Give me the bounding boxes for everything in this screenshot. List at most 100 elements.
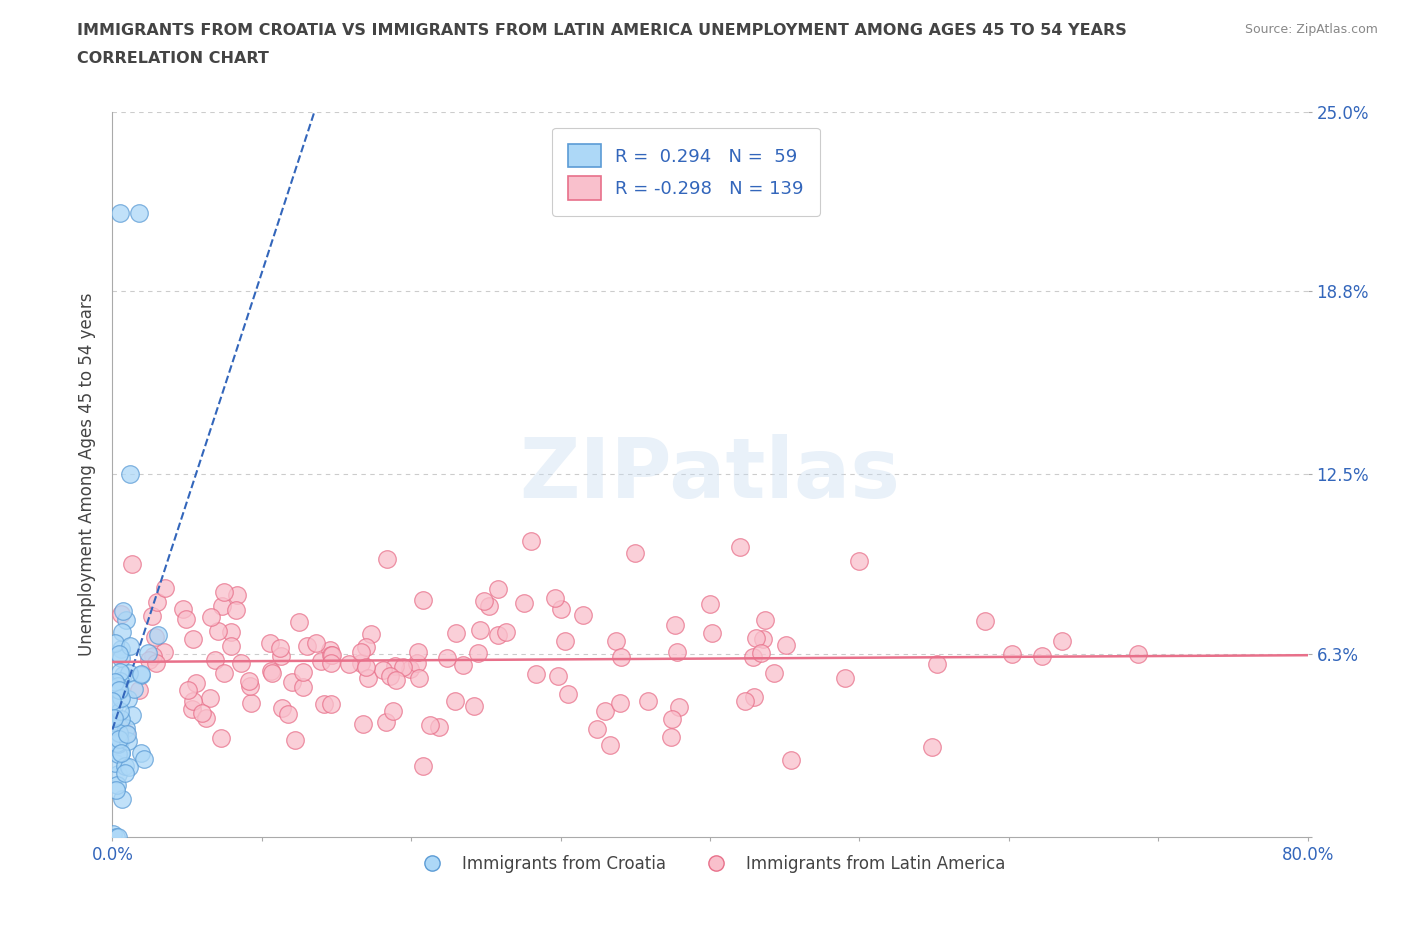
Point — [495, 625, 517, 640]
Point — [752, 631, 775, 646]
Point — [110, 607, 132, 622]
Point — [260, 666, 283, 681]
Point — [117, 691, 139, 706]
Point — [572, 608, 595, 623]
Point — [742, 649, 765, 664]
Point — [1031, 648, 1053, 663]
Point — [270, 649, 292, 664]
Point — [762, 666, 785, 681]
Point — [305, 635, 328, 650]
Point — [104, 830, 127, 844]
Point — [350, 655, 373, 670]
Point — [513, 595, 536, 610]
Point — [212, 585, 235, 600]
Point — [595, 703, 617, 718]
Point — [260, 663, 283, 678]
Point — [371, 663, 394, 678]
Point — [111, 624, 134, 639]
Point — [184, 675, 207, 690]
Point — [664, 618, 686, 632]
Point — [136, 646, 159, 661]
Point — [226, 588, 249, 603]
Point — [108, 647, 131, 662]
Point — [107, 679, 129, 694]
Point — [406, 656, 429, 671]
Point — [108, 733, 131, 748]
Point — [446, 626, 468, 641]
Point — [104, 675, 127, 690]
Point — [103, 698, 125, 713]
Point — [337, 657, 360, 671]
Point — [321, 648, 343, 663]
Point — [105, 782, 128, 797]
Point — [668, 699, 690, 714]
Point — [277, 707, 299, 722]
Point — [121, 556, 143, 571]
Point — [101, 827, 124, 842]
Point — [281, 674, 304, 689]
Point — [927, 657, 949, 671]
Point — [728, 539, 751, 554]
Point — [212, 666, 235, 681]
Point — [288, 614, 311, 629]
Point — [115, 725, 138, 740]
Point — [661, 712, 683, 727]
Point — [108, 703, 131, 718]
Point — [269, 641, 291, 656]
Point — [129, 666, 152, 681]
Text: ZIPatlas: ZIPatlas — [520, 433, 900, 515]
Point — [114, 759, 136, 774]
Text: CORRELATION CHART: CORRELATION CHART — [77, 51, 269, 66]
Point — [297, 638, 319, 653]
Y-axis label: Unemployment Among Ages 45 to 54 years: Unemployment Among Ages 45 to 54 years — [77, 293, 96, 656]
Point — [107, 715, 129, 730]
Point — [486, 628, 509, 643]
Point — [382, 704, 405, 719]
Point — [354, 640, 377, 655]
Point — [111, 791, 134, 806]
Point — [146, 627, 169, 642]
Point — [172, 602, 194, 617]
Point — [141, 609, 163, 624]
Point — [666, 644, 689, 659]
Point — [111, 604, 134, 618]
Point — [238, 674, 260, 689]
Point — [605, 634, 627, 649]
Point — [848, 554, 870, 569]
Point — [385, 672, 408, 687]
Point — [463, 698, 485, 713]
Point — [259, 635, 281, 650]
Point — [103, 715, 125, 730]
Point — [207, 624, 229, 639]
Point — [319, 697, 342, 711]
Point — [742, 690, 765, 705]
Point — [526, 667, 548, 682]
Point — [107, 737, 129, 751]
Point — [115, 613, 138, 628]
Point — [399, 662, 422, 677]
Point — [105, 777, 128, 792]
Point — [734, 693, 756, 708]
Point — [436, 650, 458, 665]
Point — [745, 631, 768, 645]
Point — [231, 656, 253, 671]
Point — [110, 683, 132, 698]
Point — [143, 630, 166, 644]
Point — [775, 638, 797, 653]
Point — [117, 726, 139, 741]
Legend: Immigrants from Croatia, Immigrants from Latin America: Immigrants from Croatia, Immigrants from… — [408, 848, 1012, 880]
Point — [700, 626, 723, 641]
Point — [117, 734, 139, 749]
Point — [129, 667, 152, 682]
Point — [152, 645, 174, 660]
Point — [1126, 646, 1149, 661]
Point — [239, 678, 262, 693]
Point — [314, 697, 336, 711]
Point — [138, 653, 160, 668]
Point — [374, 715, 396, 730]
Point — [377, 551, 399, 566]
Point — [486, 581, 509, 596]
Point — [181, 694, 204, 709]
Point — [408, 644, 430, 659]
Point — [392, 659, 415, 674]
